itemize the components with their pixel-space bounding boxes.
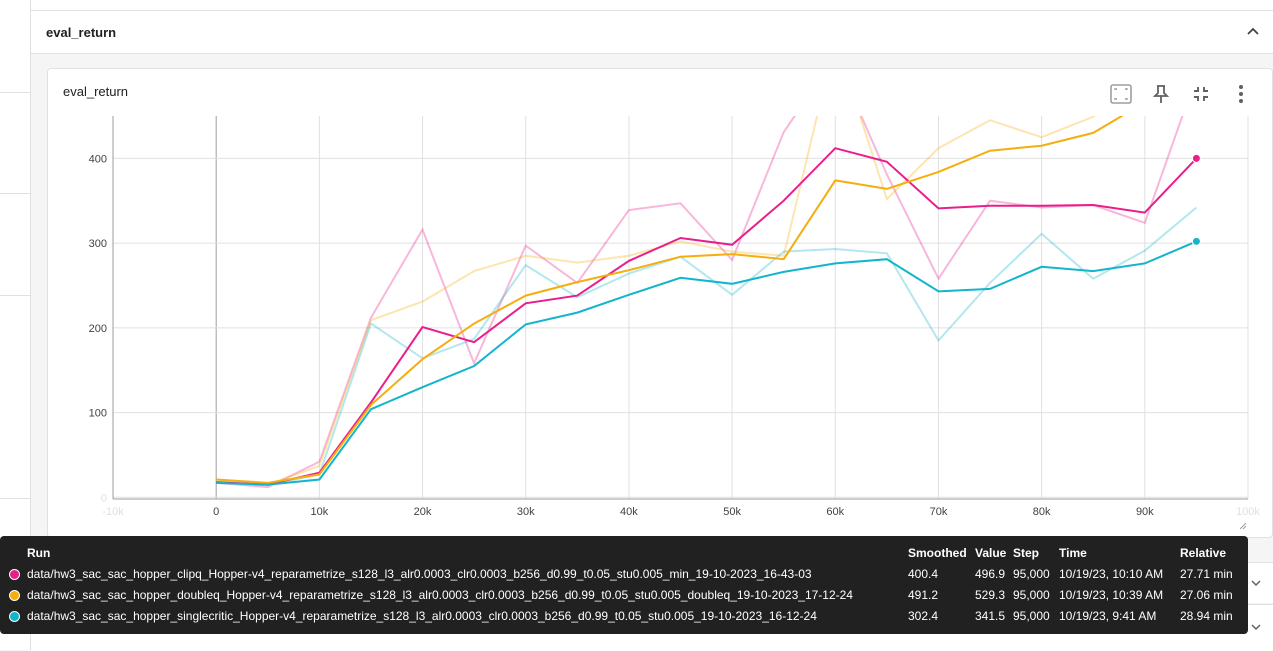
plot-area (216, 116, 1198, 489)
run-name: data/hw3_sac_sac_hopper_doubleq_Hopper-v… (27, 588, 853, 602)
raw-value: 341.5 (975, 609, 1006, 623)
y-tick-label: 200 (89, 323, 107, 335)
smoothed-series-line-singlecritic (216, 240, 1197, 486)
pin-icon[interactable] (1149, 82, 1173, 106)
time-value: 10/19/23, 9:41 AM (1059, 609, 1157, 623)
col-header-smoothed: Smoothed (908, 546, 967, 560)
y-tick-label: 0 (101, 492, 107, 504)
smoothed-value: 491.2 (908, 588, 939, 602)
x-tick-label: 10k (310, 506, 328, 518)
section-title: eval_return (46, 25, 117, 40)
series-color-dot (9, 569, 20, 580)
fit-domain-icon[interactable] (1109, 82, 1133, 106)
x-tick-label: -10k (102, 506, 124, 518)
x-tick-label: 40k (620, 506, 638, 518)
series-point-clipq (1191, 153, 1201, 163)
time-value: 10/19/23, 10:39 AM (1059, 588, 1164, 602)
col-header-value: Value (975, 546, 1007, 560)
relative-value: 27.06 min (1180, 588, 1233, 602)
resize-handle-icon (1239, 522, 1247, 530)
sidebar-divider (0, 295, 30, 296)
smoothed-value: 400.4 (908, 567, 939, 581)
col-header-relative: Relative (1180, 546, 1227, 560)
x-tick-label: 70k (930, 506, 948, 518)
relative-value: 27.71 min (1180, 567, 1233, 581)
smoothed-value: 302.4 (908, 609, 939, 623)
step-value: 95,000 (1013, 609, 1050, 623)
relative-value: 28.94 min (1180, 609, 1233, 623)
raw-value: 496.9 (975, 567, 1006, 581)
smoothed-series-line-clipq (216, 147, 1198, 486)
card-title: eval_return (63, 84, 129, 99)
x-tick-label: 80k (1033, 506, 1051, 518)
smoothed-series-line-doubleq (216, 116, 1124, 484)
line-chart[interactable]: -10k 0 10k 20k 30k 40k 50k 60k 70k 80k 90k 100k 0 100… (0, 0, 1273, 540)
raw-series-line-singlecritic (216, 206, 1198, 487)
time-value: 10/19/23, 10:10 AM (1059, 567, 1164, 581)
x-tick-label: 0 (213, 506, 219, 518)
chart-card: eval_return (47, 68, 1273, 538)
series-color-dot (9, 590, 20, 601)
x-tick-label: 100k (1236, 506, 1260, 518)
x-tick-label: 50k (723, 506, 741, 518)
series-color-dot (9, 611, 20, 622)
chevron-down-icon[interactable] (1249, 620, 1263, 634)
fullscreen-exit-icon[interactable] (1189, 82, 1213, 106)
col-header-step: Step (1013, 546, 1040, 560)
run-name: data/hw3_sac_sac_hopper_clipq_Hopper-v4_… (27, 567, 812, 581)
y-tick-label: 100 (89, 408, 107, 420)
sidebar-divider (0, 92, 30, 93)
x-tick-label: 30k (517, 506, 535, 518)
col-header-time: Time (1059, 546, 1087, 560)
raw-value: 529.3 (975, 588, 1006, 602)
tooltip-panel: Run Smoothed Value Step Time Relative da… (0, 536, 1248, 634)
step-value: 95,000 (1013, 567, 1050, 581)
run-name: data/hw3_sac_sac_hopper_singlecritic_Hop… (27, 609, 817, 623)
y-tick-label: 300 (89, 238, 107, 250)
series-point-singlecritic (1191, 236, 1201, 246)
col-header-run: Run (27, 546, 51, 560)
previous-section-bottom (31, 0, 1273, 11)
y-tick-label: 400 (89, 153, 107, 165)
chevron-up-icon[interactable] (1243, 21, 1263, 41)
sidebar-divider (0, 193, 30, 194)
x-tick-label: 20k (414, 506, 432, 518)
x-tick-label: 90k (1136, 506, 1154, 518)
chevron-down-icon[interactable] (1249, 576, 1263, 590)
raw-series-line-clipq (216, 116, 1184, 489)
x-tick-label: 60k (826, 506, 844, 518)
more-vert-icon[interactable] (1229, 82, 1253, 106)
sidebar-divider (0, 498, 30, 499)
section-header[interactable]: eval_return (31, 11, 1273, 54)
raw-series-line-doubleq (216, 116, 1096, 486)
step-value: 95,000 (1013, 588, 1050, 602)
